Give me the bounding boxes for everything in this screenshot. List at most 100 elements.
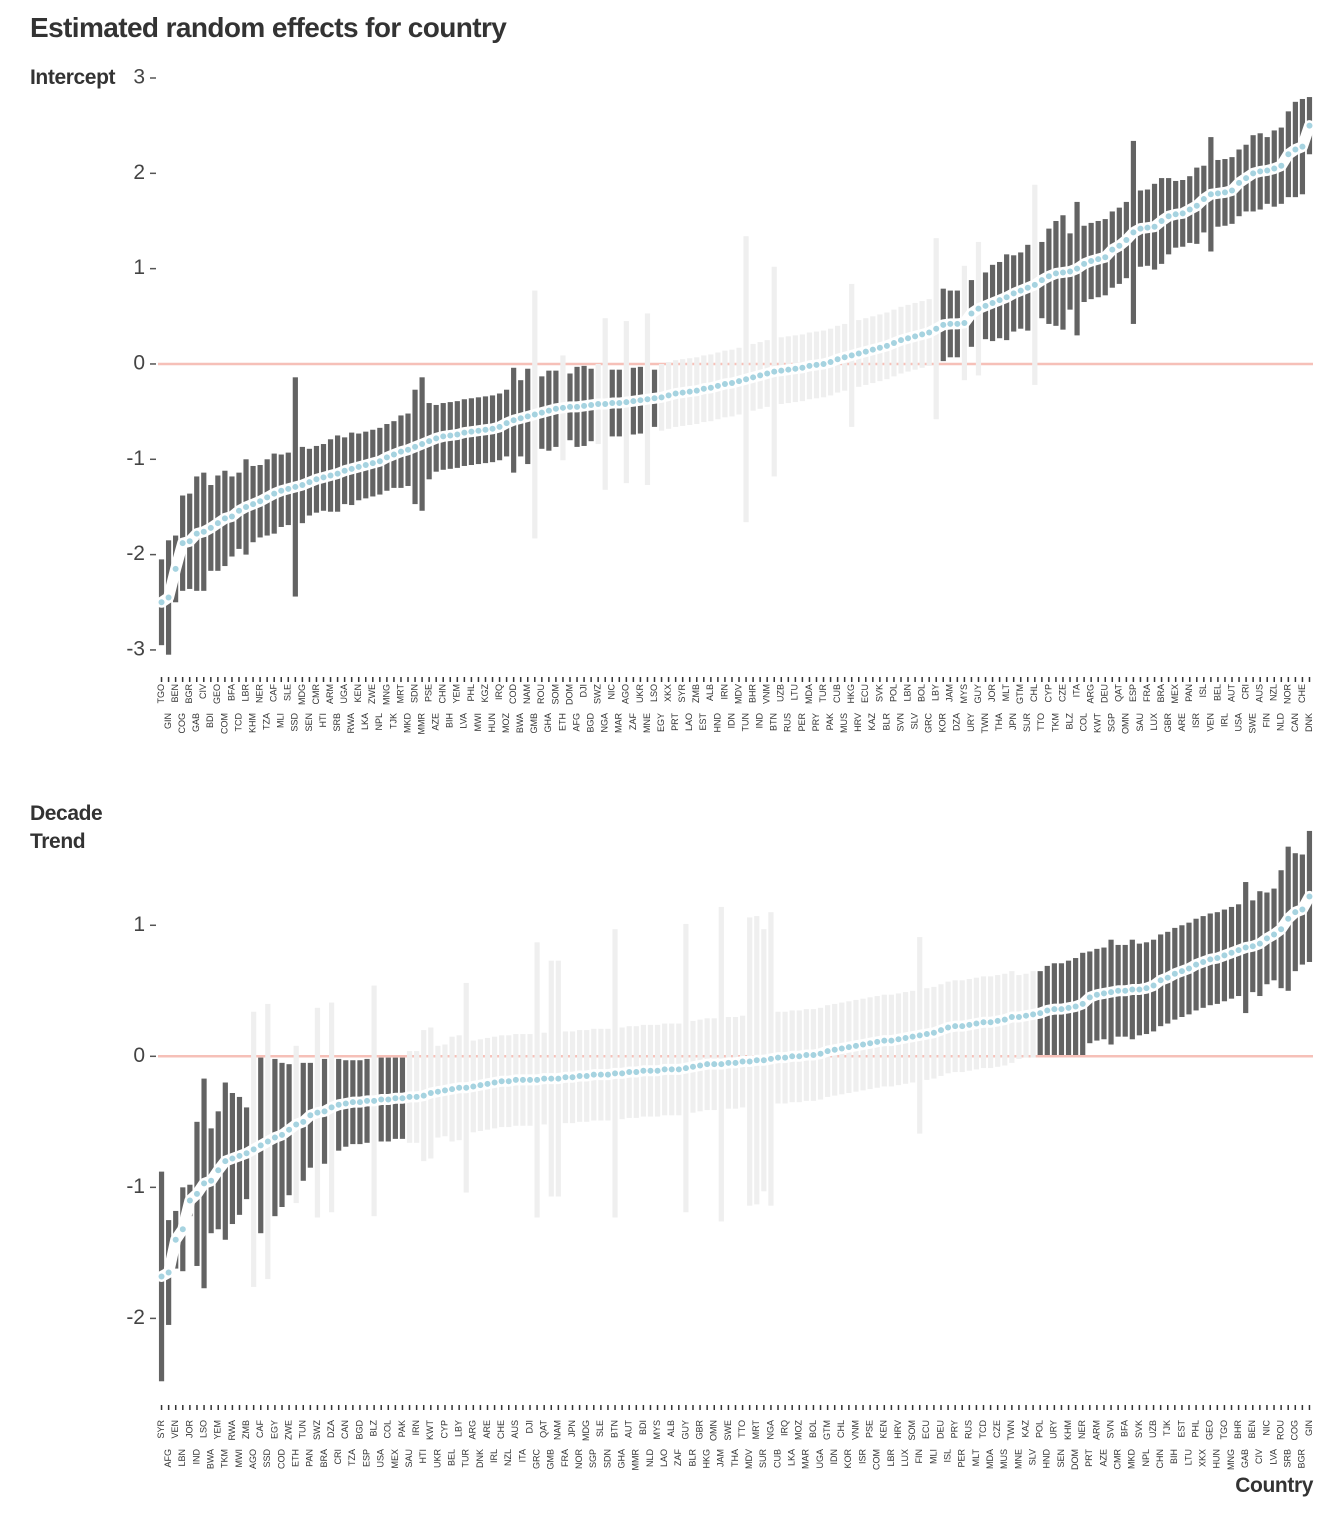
estimate-point <box>250 501 257 508</box>
x-tick-label: FIN <box>914 1449 924 1464</box>
x-tick-label: GBR <box>694 1420 704 1440</box>
estimate-point <box>165 594 172 601</box>
x-tick-label: SAU <box>1135 713 1145 732</box>
x-tick-label: OMN <box>709 1420 719 1441</box>
estimate-point <box>757 372 764 379</box>
estimate-point <box>229 1155 236 1162</box>
x-tick-label: MOZ <box>794 1420 804 1440</box>
x-tick-label: KAZ <box>1020 1420 1030 1438</box>
x-tick-label: SRB <box>1283 1449 1293 1468</box>
estimate-point <box>679 389 686 396</box>
x-tick-label: QAT <box>539 1420 549 1438</box>
x-tick-label: URY <box>1049 1420 1059 1439</box>
estimate-point <box>1102 254 1109 261</box>
estimate-point <box>215 1167 222 1174</box>
estimate-point <box>785 366 792 373</box>
estimate-point <box>987 1019 994 1026</box>
estimate-point <box>349 1099 356 1106</box>
x-tick-label: BDI <box>638 1420 648 1435</box>
estimate-point <box>1123 237 1130 244</box>
estimate-point <box>665 392 672 399</box>
x-tick-label: IND <box>191 1449 201 1465</box>
x-tick-label: SEN <box>304 713 314 732</box>
x-tick-label: MDV <box>744 1449 754 1469</box>
estimate-point <box>1306 122 1313 129</box>
estimate-point <box>510 417 517 424</box>
x-tick-label: CUB <box>832 684 842 703</box>
estimate-point <box>519 1076 526 1083</box>
estimate-point <box>1207 191 1214 198</box>
x-tick-label: TCD <box>233 713 243 732</box>
x-tick-label: BEN <box>170 684 180 703</box>
estimate-point <box>468 428 475 435</box>
estimate-point <box>975 305 982 312</box>
x-tick-label: KWT <box>1093 713 1103 733</box>
estimate-point <box>1256 940 1263 947</box>
x-tick-label: TKM <box>220 1449 230 1468</box>
estimate-point <box>300 1118 307 1125</box>
estimate-point <box>1137 225 1144 232</box>
x-tick-label: CMR <box>311 684 321 705</box>
x-tick-label: BHR <box>1233 1420 1243 1440</box>
x-tick-label: ZMB <box>691 684 701 703</box>
estimate-point <box>362 462 369 469</box>
estimate-point <box>271 1134 278 1141</box>
estimate-point <box>583 1072 590 1079</box>
x-tick-label: MUS <box>839 713 849 733</box>
estimate-point <box>718 1061 725 1068</box>
estimate-point <box>1242 944 1249 951</box>
x-tick-label: BLR <box>881 713 891 731</box>
estimate-point <box>1214 190 1221 197</box>
estimate-point <box>905 335 912 342</box>
estimate-point <box>1263 935 1270 942</box>
x-tick-label: LSO <box>649 684 659 702</box>
estimate-point <box>869 346 876 353</box>
estimate-point <box>335 1101 342 1108</box>
x-tick-label: KEN <box>353 684 363 703</box>
estimate-point <box>482 426 489 433</box>
x-tick-label: IRQ <box>779 1420 789 1436</box>
x-tick-label: PHL <box>466 684 476 702</box>
x-tick-label: LBR <box>240 684 250 702</box>
estimate-point <box>378 1096 385 1103</box>
estimate-point <box>307 1112 314 1119</box>
estimate-point <box>658 394 665 401</box>
x-tick-label: MAR <box>614 713 624 734</box>
x-tick-label: CHL <box>1029 684 1039 702</box>
estimate-point <box>834 356 841 363</box>
estimate-point <box>1115 987 1122 994</box>
x-tick-label: AGO <box>621 684 631 704</box>
x-tick-label: LAO <box>684 713 694 731</box>
x-tick-label: BIH <box>445 713 455 728</box>
x-tick-label: ITA <box>517 1449 527 1462</box>
x-tick-label: CAN <box>340 1420 350 1439</box>
estimate-point <box>1086 994 1093 1001</box>
x-tick-label: SUR <box>758 1449 768 1469</box>
estimate-point <box>179 1226 186 1233</box>
estimate-point <box>841 354 848 361</box>
estimate-point <box>771 368 778 375</box>
x-tick-label: PSE <box>424 684 434 702</box>
x-tick-label: MMR <box>631 1449 641 1471</box>
x-tick-label: SWZ <box>312 1420 322 1440</box>
estimate-point <box>789 1053 796 1060</box>
x-tick-label: LKA <box>787 1449 797 1466</box>
x-tick-label: GUY <box>973 684 983 704</box>
x-tick-label: TKM <box>1050 713 1060 732</box>
x-tick-label: BTN <box>769 713 779 731</box>
estimate-point <box>876 344 883 351</box>
estimate-point <box>342 1100 349 1107</box>
estimate-point <box>1243 175 1250 182</box>
x-tick-label: MNE <box>1013 1449 1023 1469</box>
estimate-point <box>576 1072 583 1079</box>
estimate-point <box>968 310 975 317</box>
estimate-point <box>1081 260 1088 267</box>
estimate-point <box>214 520 221 527</box>
estimate-point <box>405 446 412 453</box>
estimate-point <box>427 1090 434 1096</box>
estimate-point <box>165 1269 172 1276</box>
estimate-point <box>1271 165 1278 172</box>
estimate-point <box>867 1040 874 1047</box>
x-tick-label: HTI <box>418 1449 428 1464</box>
